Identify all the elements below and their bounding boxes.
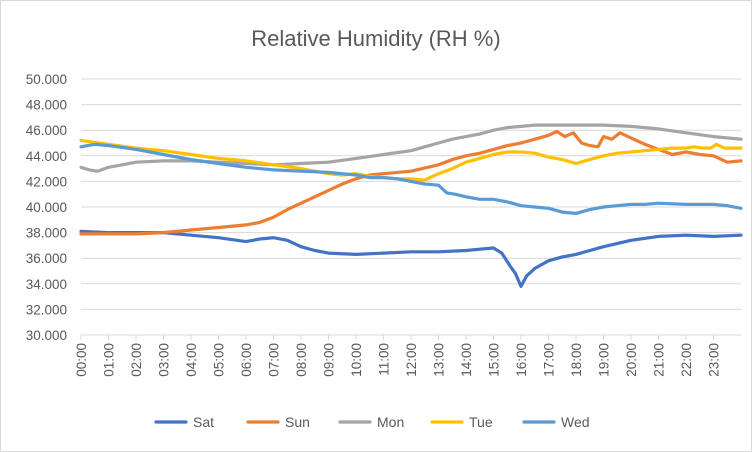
y-tick-label: 32.000	[26, 302, 67, 317]
x-tick-label: 12:00	[404, 343, 419, 377]
x-tick-label: 05:00	[212, 343, 227, 377]
series-line-sat	[79, 229, 743, 288]
y-tick-label: 42.000	[26, 174, 67, 189]
series-line-mon	[79, 123, 743, 173]
x-tick-label: 18:00	[569, 343, 584, 377]
y-tick-label: 34.000	[26, 277, 67, 292]
x-tick-label: 02:00	[129, 343, 144, 377]
x-tick-label: 09:00	[322, 343, 337, 377]
chart-title: Relative Humidity (RH %)	[251, 26, 500, 51]
x-tick-label: 20:00	[624, 343, 639, 377]
x-tick-label: 15:00	[487, 343, 502, 377]
x-tick-label: 16:00	[514, 343, 529, 377]
x-tick-label: 13:00	[432, 343, 447, 377]
series-line-tue	[79, 138, 743, 182]
x-tick-label: 01:00	[102, 343, 117, 377]
series-line-wed	[79, 142, 743, 215]
x-axis-ticks: 00:00 01:00 02:00 03:00 04:00 05:00 06:00 07:00…	[74, 335, 722, 377]
x-tick-label: 10:00	[349, 343, 364, 377]
legend-label-tue: Tue	[469, 414, 493, 430]
x-tick-label: 17:00	[542, 343, 557, 377]
x-tick-label: 23:00	[707, 343, 722, 377]
x-tick-label: 07:00	[267, 343, 282, 377]
y-tick-label: 44.000	[26, 149, 67, 164]
legend-label-wed: Wed	[561, 414, 590, 430]
y-tick-label: 48.000	[26, 98, 67, 113]
series-lines	[79, 123, 743, 288]
y-tick-label: 38.000	[26, 226, 67, 241]
x-tick-label: 00:00	[74, 343, 89, 377]
y-tick-label: 36.000	[26, 251, 67, 266]
legend-label-mon: Mon	[377, 414, 404, 430]
y-tick-label: 30.000	[26, 328, 67, 343]
series-line-sun	[79, 129, 743, 236]
y-tick-label: 46.000	[26, 123, 67, 138]
x-tick-label: 06:00	[239, 343, 254, 377]
y-tick-label: 50.000	[26, 72, 67, 87]
x-tick-label: 14:00	[459, 343, 474, 377]
x-tick-label: 04:00	[184, 343, 199, 377]
x-tick-label: 21:00	[652, 343, 667, 377]
x-tick-label: 03:00	[157, 343, 172, 377]
gridlines	[81, 78, 741, 336]
legend: Sat Sun Mon Tue Wed	[154, 414, 590, 430]
legend-label-sun: Sun	[285, 414, 310, 430]
x-tick-label: 19:00	[597, 343, 612, 377]
y-axis-ticks: 30.000 32.000 34.000 36.000 38.000 40.000 42.0…	[26, 72, 67, 343]
x-tick-label: 11:00	[377, 343, 392, 376]
x-tick-label: 08:00	[294, 343, 309, 377]
y-tick-label: 40.000	[26, 200, 67, 215]
legend-label-sat: Sat	[193, 414, 214, 430]
x-tick-label: 22:00	[679, 343, 694, 377]
